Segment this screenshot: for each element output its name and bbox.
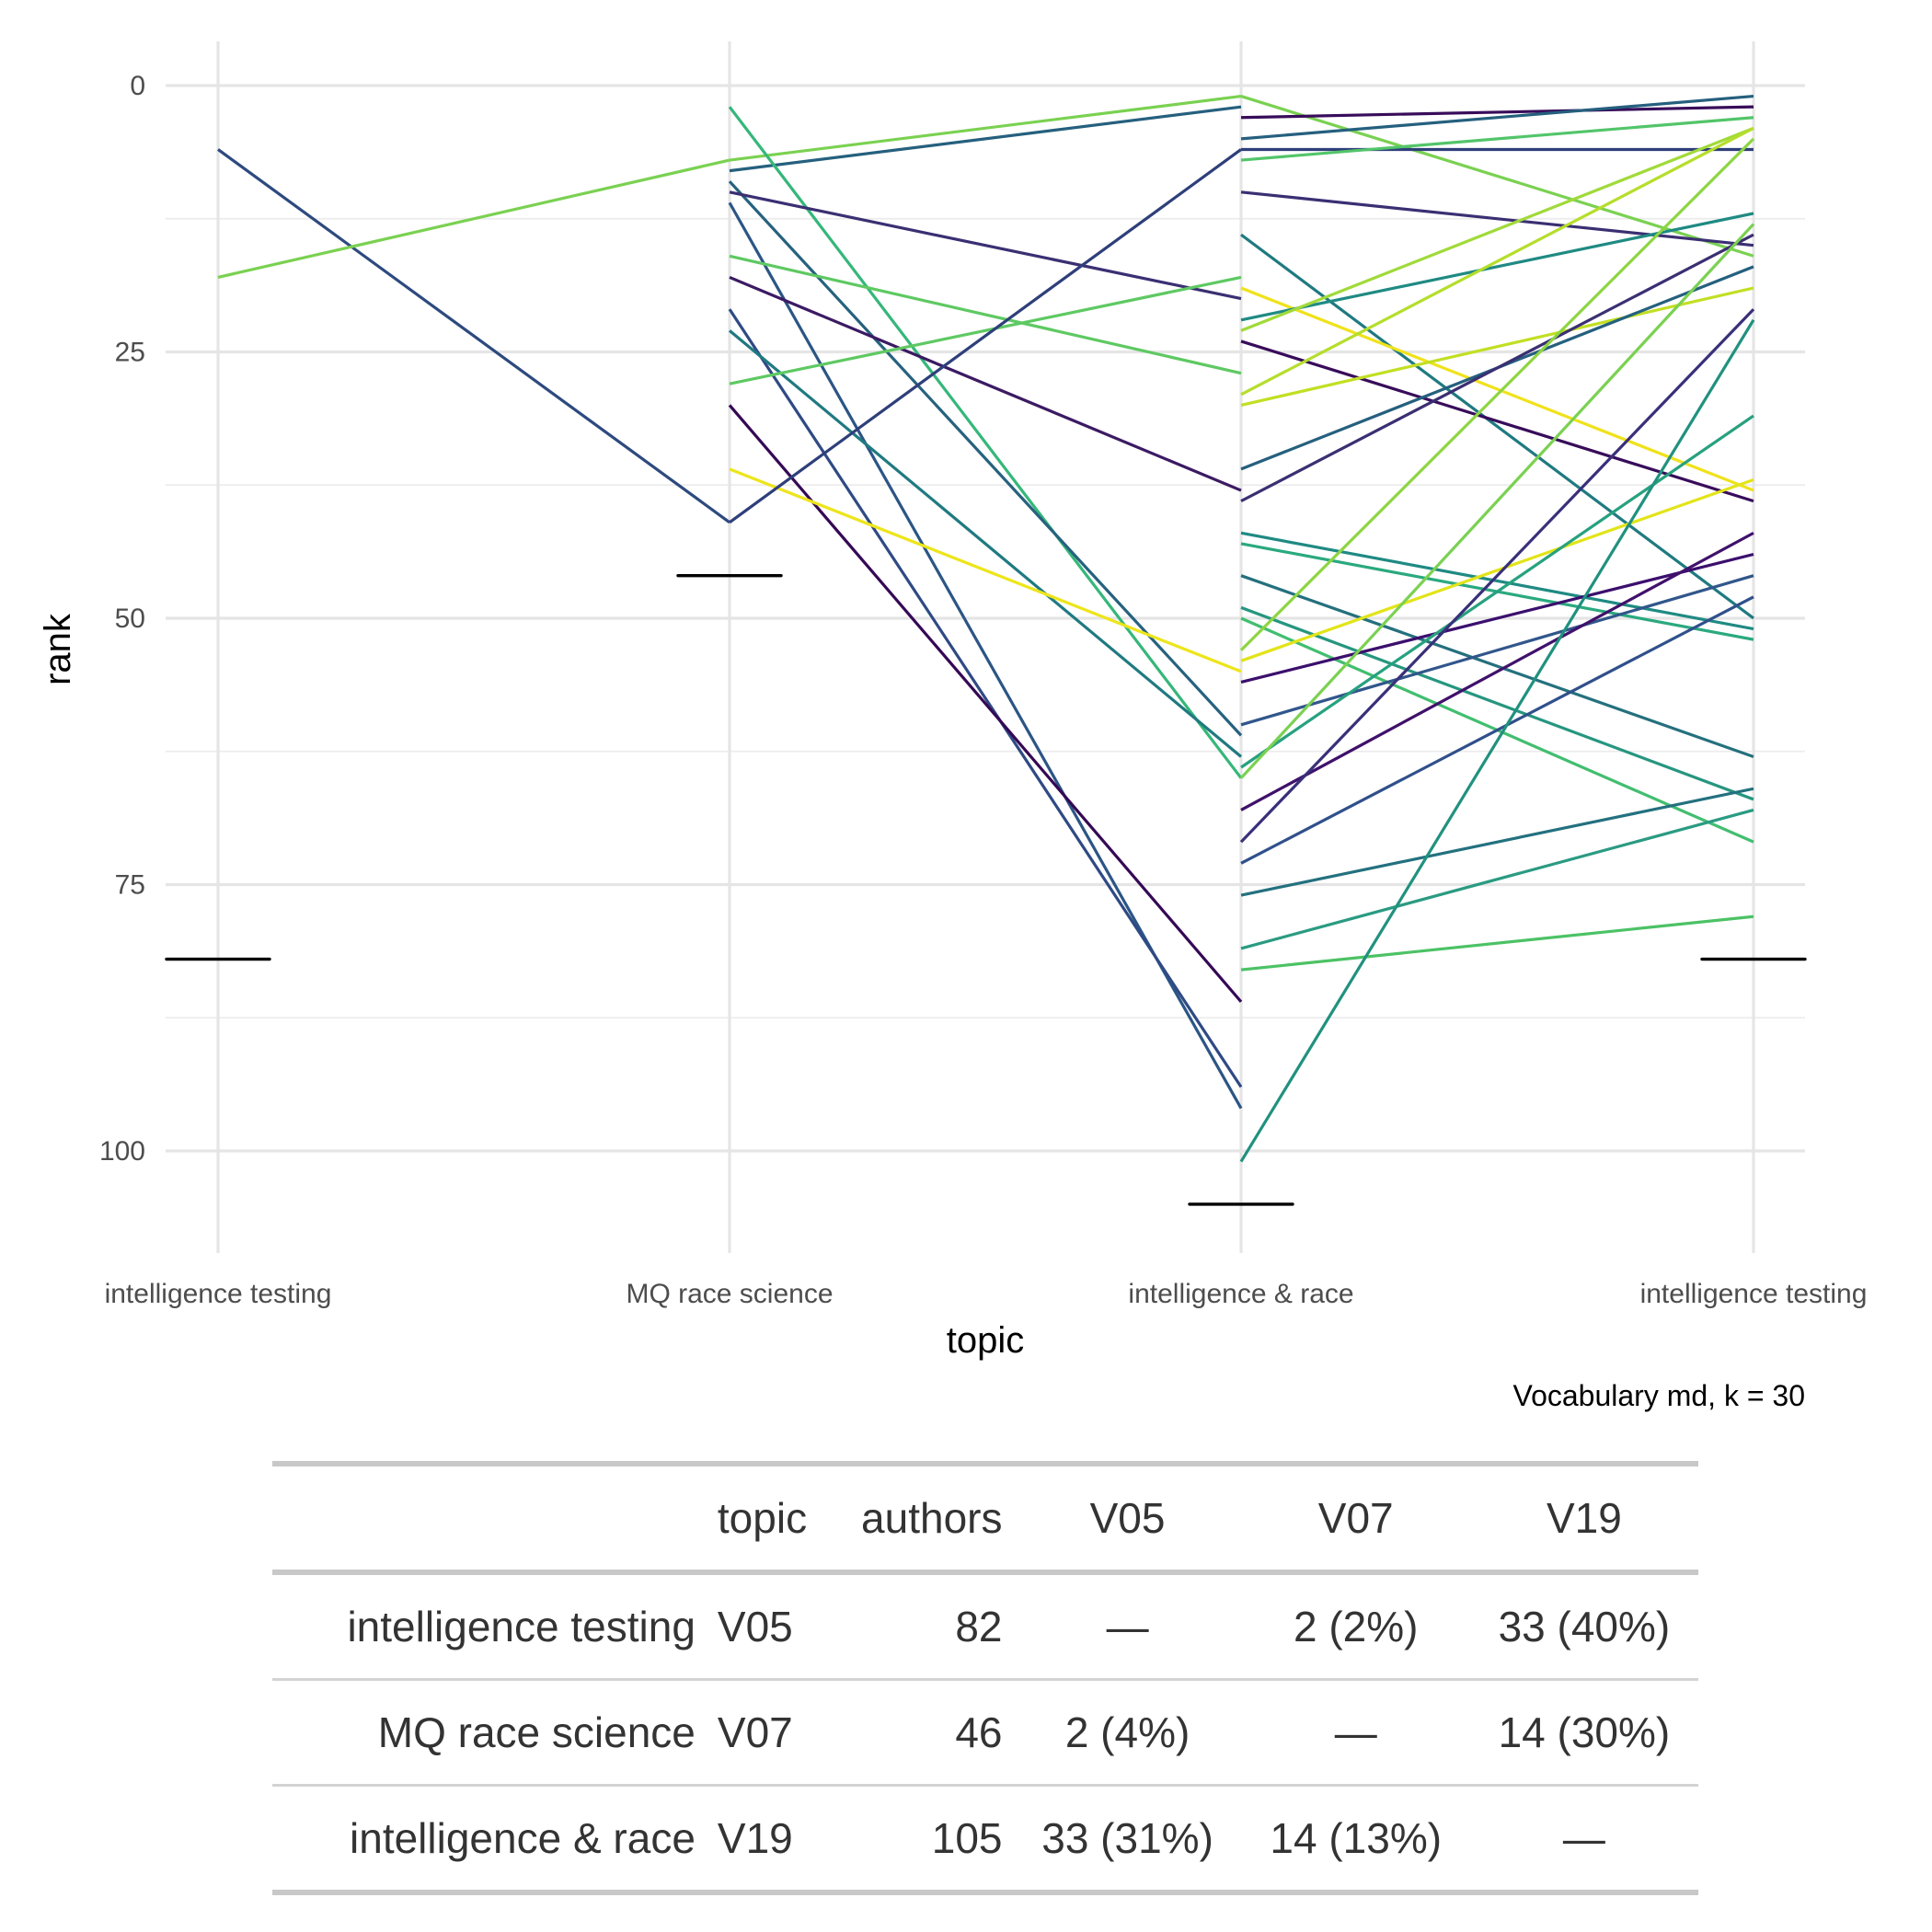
median-markers bbox=[165, 573, 1807, 1206]
header-name bbox=[272, 1464, 707, 1572]
row-name: MQ race science bbox=[377, 1708, 696, 1756]
table-header-row: topic authors V05 V07 V19 bbox=[272, 1464, 1698, 1572]
rank-line bbox=[1240, 95, 1754, 258]
y-tick-label: 50 bbox=[115, 604, 145, 634]
rank-line bbox=[1240, 574, 1754, 759]
rank-line bbox=[1240, 212, 1754, 322]
rank-line bbox=[1240, 414, 1754, 769]
rank-line bbox=[729, 275, 1242, 385]
row-v07: 14 (13%) bbox=[1270, 1814, 1443, 1862]
rank-line bbox=[1239, 223, 1755, 779]
row-topic: V07 bbox=[717, 1708, 793, 1756]
rank-line bbox=[729, 275, 1242, 492]
row-v05: 33 (31%) bbox=[1041, 1814, 1213, 1862]
row-v07: — bbox=[1334, 1708, 1377, 1756]
table-row: intelligence testing V05 82 — 2 (2%) 33 … bbox=[272, 1572, 1698, 1680]
rank-line bbox=[1240, 190, 1754, 247]
row-v07: 2 (2%) bbox=[1293, 1603, 1419, 1650]
rank-line bbox=[1240, 233, 1754, 503]
header-v19: V19 bbox=[1546, 1494, 1622, 1542]
table-row: intelligence & race V19 105 33 (31%) 14 … bbox=[272, 1786, 1698, 1892]
rank-line bbox=[1240, 116, 1754, 162]
table-row: MQ race science V07 46 2 (4%) — 14 (30%) bbox=[272, 1680, 1698, 1786]
rank-line bbox=[1240, 339, 1754, 503]
rank-line bbox=[728, 404, 1243, 1003]
rank-line bbox=[1240, 126, 1754, 397]
overlap-table: topic authors V05 V07 V19 intelligence t… bbox=[272, 1461, 1698, 1895]
rank-line bbox=[1240, 808, 1754, 950]
rank-line bbox=[729, 254, 1242, 375]
rank-line bbox=[1240, 286, 1754, 407]
x-axis-ticks: intelligence testing MQ race science intel… bbox=[105, 1279, 1868, 1309]
rank-line bbox=[729, 94, 1242, 162]
x-tick-label: intelligence testing bbox=[105, 1279, 332, 1309]
parallel-rank-chart: 0 25 50 75 100 intelligence testing MQ race s… bbox=[38, 41, 1868, 1412]
rank-line bbox=[1240, 787, 1754, 897]
grid bbox=[166, 41, 1805, 1253]
header-authors: authors bbox=[861, 1494, 1003, 1542]
y-tick-label: 25 bbox=[115, 338, 145, 368]
header-v05: V05 bbox=[1089, 1494, 1166, 1542]
x-tick-label: intelligence testing bbox=[1640, 1279, 1868, 1309]
rank-line bbox=[1239, 308, 1755, 844]
x-tick-label: intelligence & race bbox=[1128, 1279, 1353, 1309]
chart-caption: Vocabulary md, k = 30 bbox=[1512, 1379, 1805, 1412]
x-tick-label: MQ race science bbox=[626, 1279, 833, 1309]
rank-line bbox=[1240, 605, 1754, 801]
rank-line bbox=[729, 190, 1242, 301]
row-v05: — bbox=[1106, 1603, 1149, 1650]
rank-line bbox=[217, 158, 730, 279]
x-axis-title: topic bbox=[947, 1320, 1025, 1361]
row-name: intelligence testing bbox=[347, 1603, 696, 1650]
rank-line bbox=[1239, 318, 1755, 1163]
rank-line bbox=[1240, 94, 1754, 141]
topic-overlap-table: topic authors V05 V07 V19 intelligence t… bbox=[272, 1461, 1698, 1895]
rank-lines bbox=[217, 94, 1755, 1163]
rank-line bbox=[729, 105, 1242, 173]
y-axis-title: rank bbox=[38, 613, 78, 685]
rank-line bbox=[1240, 595, 1754, 865]
rank-line bbox=[1240, 531, 1754, 811]
y-axis-ticks: 0 25 50 75 100 bbox=[99, 71, 145, 1167]
rank-line bbox=[1240, 914, 1754, 972]
rank-line bbox=[728, 329, 1243, 758]
rank-line bbox=[1240, 105, 1754, 120]
y-tick-label: 0 bbox=[130, 71, 145, 101]
rank-line bbox=[729, 467, 1242, 673]
row-v19: 33 (40%) bbox=[1498, 1603, 1671, 1650]
y-tick-label: 100 bbox=[99, 1136, 145, 1167]
rank-line bbox=[728, 180, 1243, 737]
rank-line bbox=[1240, 552, 1754, 684]
rank-line bbox=[1240, 126, 1754, 332]
rank-line bbox=[1240, 574, 1754, 727]
row-authors: 82 bbox=[955, 1603, 1003, 1650]
rank-line bbox=[1240, 531, 1754, 631]
row-v19: — bbox=[1562, 1814, 1605, 1862]
rank-line bbox=[1240, 233, 1754, 620]
rank-line bbox=[1240, 286, 1754, 492]
header-v07: V07 bbox=[1317, 1494, 1394, 1542]
rank-line bbox=[217, 148, 730, 524]
rank-line bbox=[729, 148, 1242, 524]
row-topic: V05 bbox=[717, 1603, 793, 1650]
rank-line bbox=[1240, 477, 1754, 662]
rank-line bbox=[1239, 137, 1755, 651]
row-v19: 14 (30%) bbox=[1498, 1708, 1671, 1756]
y-tick-label: 75 bbox=[115, 870, 145, 901]
row-authors: 105 bbox=[931, 1814, 1003, 1862]
row-v05: 2 (4%) bbox=[1064, 1708, 1190, 1756]
row-name: intelligence & race bbox=[350, 1814, 696, 1862]
row-authors: 46 bbox=[955, 1708, 1003, 1756]
row-topic: V19 bbox=[717, 1814, 793, 1862]
rank-line bbox=[728, 106, 1243, 779]
header-topic: topic bbox=[717, 1494, 808, 1542]
rank-line bbox=[728, 308, 1243, 1088]
